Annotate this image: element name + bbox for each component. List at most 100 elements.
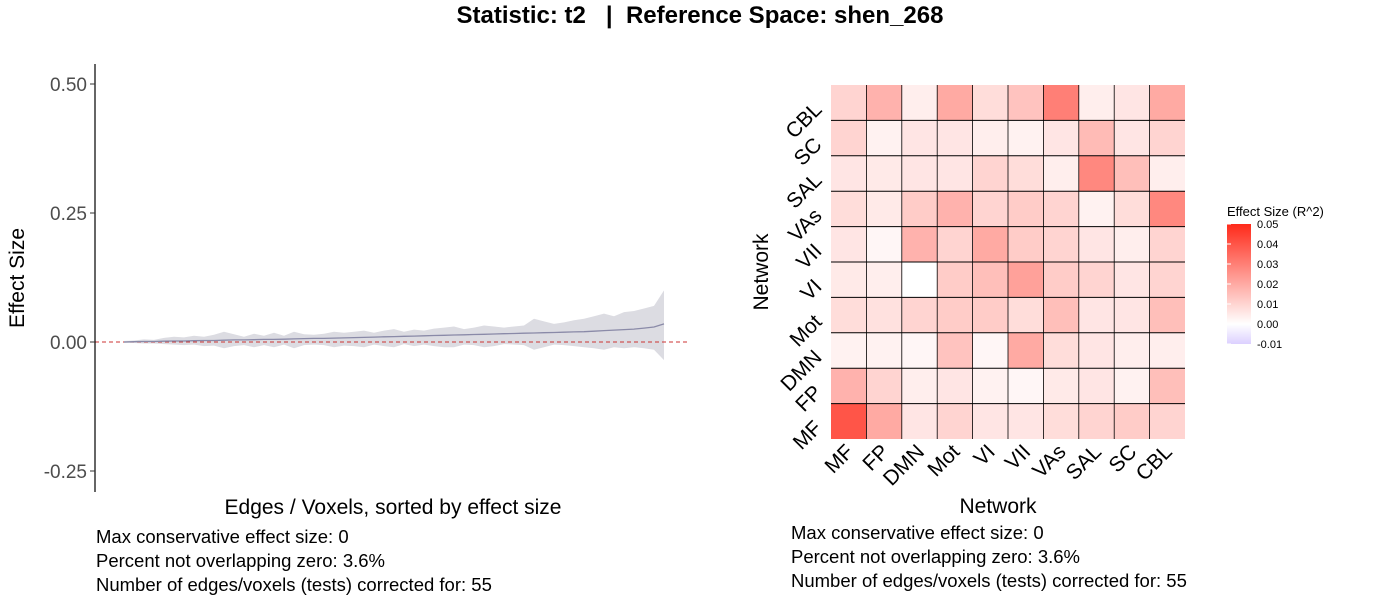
heatmap-cell <box>1114 85 1150 121</box>
heatmap-cell <box>1078 191 1115 227</box>
heatmap-cell <box>1078 368 1115 404</box>
heatmap-cell <box>831 226 867 262</box>
y-tick-label: SAL <box>782 169 826 213</box>
heatmap-cells <box>831 85 1185 439</box>
x-tick-label: CBL <box>1132 440 1177 485</box>
heatmap-cell <box>866 85 902 121</box>
y-tick-label: MF <box>789 417 827 455</box>
heatmap-cell <box>1149 332 1185 369</box>
stat-percent-nonzero: Percent not overlapping zero: 3.6% <box>791 546 1080 567</box>
heatmap-cell <box>1149 120 1185 156</box>
heatmap-cell <box>972 226 1008 262</box>
x-axis-label: Edges / Voxels, sorted by effect size <box>225 496 562 519</box>
heatmap-cell <box>866 403 902 439</box>
legend-tick-label: 0.04 <box>1257 239 1278 251</box>
heatmap-cell <box>1078 155 1115 192</box>
heatmap-cell <box>972 155 1008 192</box>
heatmap-stats: Max conservative effect size: 0 Percent … <box>791 521 1187 593</box>
x-tick-label: Mot <box>923 440 964 481</box>
heatmap-cell <box>1114 262 1150 298</box>
heatmap-cell <box>901 85 938 121</box>
heatmap-cell <box>1043 226 1079 262</box>
heatmap-cell <box>1043 120 1079 156</box>
x-tick-label: VI <box>970 440 1000 470</box>
line-chart-stats: Max conservative effect size: 0 Percent … <box>96 525 492 597</box>
heatmap-cell <box>831 403 867 439</box>
heatmap-cell <box>1043 85 1079 121</box>
stat-max-effect: Max conservative effect size: 0 <box>791 522 1044 543</box>
y-tick-label: VI <box>796 275 826 305</box>
heatmap-cell <box>972 297 1008 333</box>
heatmap-cell <box>831 262 867 298</box>
color-legend: Effect Size (R^2) 0.050.040.030.020.010.… <box>1227 204 1324 351</box>
heatmap-cell <box>831 191 867 227</box>
heatmap-cell <box>901 403 938 439</box>
heatmap-cell <box>1078 262 1115 298</box>
y-axis: -0.25 0.00 0.25 0.50 <box>44 64 96 492</box>
confidence-band <box>124 290 664 361</box>
y-tick-label: -0.25 <box>44 462 87 483</box>
heatmap-cell <box>972 332 1008 369</box>
heatmap-cell <box>831 120 867 156</box>
heatmap-cell <box>1149 226 1185 262</box>
heatmap-cell <box>972 403 1008 439</box>
heatmap-cell <box>1078 332 1115 369</box>
heatmap-cell <box>1008 262 1044 298</box>
heatmap-cell <box>1114 191 1150 227</box>
x-tick-label: MF <box>821 440 859 478</box>
heatmap-cell <box>1078 85 1115 121</box>
effect-size-line-chart: -0.25 0.00 0.25 0.50 Effect Size Edges / Vo… <box>6 64 690 519</box>
heatmap-cell <box>1114 226 1150 262</box>
heatmap-cell <box>1114 332 1150 369</box>
heatmap-cell <box>1043 297 1079 333</box>
heatmap-cell <box>1149 403 1185 439</box>
heatmap-cell <box>1149 191 1185 227</box>
heatmap-cell <box>1008 226 1044 262</box>
heatmap-cell <box>1043 155 1079 192</box>
stat-tests-corrected: Number of edges/voxels (tests) corrected… <box>791 570 1187 591</box>
heatmap-cell <box>1043 403 1079 439</box>
heatmap-cell <box>1114 368 1150 404</box>
heatmap-cell <box>866 368 902 404</box>
heatmap-cell <box>972 191 1008 227</box>
heatmap-cell <box>866 226 902 262</box>
y-tick-label: Mot <box>786 310 827 351</box>
heatmap-cell <box>1078 226 1115 262</box>
heatmap-cell <box>937 155 973 192</box>
y-axis-label: Effect Size <box>6 228 29 328</box>
heatmap-cell <box>866 120 902 156</box>
heatmap-cell <box>866 297 902 333</box>
heatmap-cell <box>831 332 867 369</box>
legend-tick-labels: 0.05 0.04 0.03 0.02 0.01 0.00 -0.01 <box>1227 219 1282 351</box>
heatmap-cell <box>937 297 973 333</box>
y-tick-label: DMN <box>776 346 826 396</box>
heatmap-cell <box>866 332 902 369</box>
heatmap-cell <box>1149 297 1185 333</box>
heatmap-cell <box>1078 403 1115 439</box>
heatmap-cell <box>831 85 867 121</box>
heatmap-cell <box>1008 85 1044 121</box>
y-tick-label: 0.00 <box>50 333 87 354</box>
heatmap-cell <box>1114 120 1150 156</box>
y-tick-label: 0.25 <box>50 204 87 225</box>
heatmap-cell <box>831 368 867 404</box>
legend-tick-label: 0.02 <box>1257 279 1278 291</box>
stat-max-effect: Max conservative effect size: 0 <box>96 526 349 547</box>
heatmap-cell <box>972 262 1008 298</box>
heatmap-cell <box>901 191 938 227</box>
series-line <box>123 323 665 343</box>
heatmap-cell <box>937 120 973 156</box>
heatmap-y-axis-label: Network <box>750 233 773 311</box>
x-tick-label: DMN <box>879 440 929 490</box>
heatmap-cell <box>866 262 902 298</box>
heatmap-cell <box>1149 368 1185 404</box>
heatmap-cell <box>1008 191 1044 227</box>
legend-tick-label: 0.05 <box>1257 219 1278 231</box>
heatmap-cell <box>937 226 973 262</box>
heatmap-cell <box>901 120 938 156</box>
page-title: Statistic: t2 | Reference Space: shen_26… <box>456 2 944 29</box>
heatmap-cell <box>1043 368 1079 404</box>
